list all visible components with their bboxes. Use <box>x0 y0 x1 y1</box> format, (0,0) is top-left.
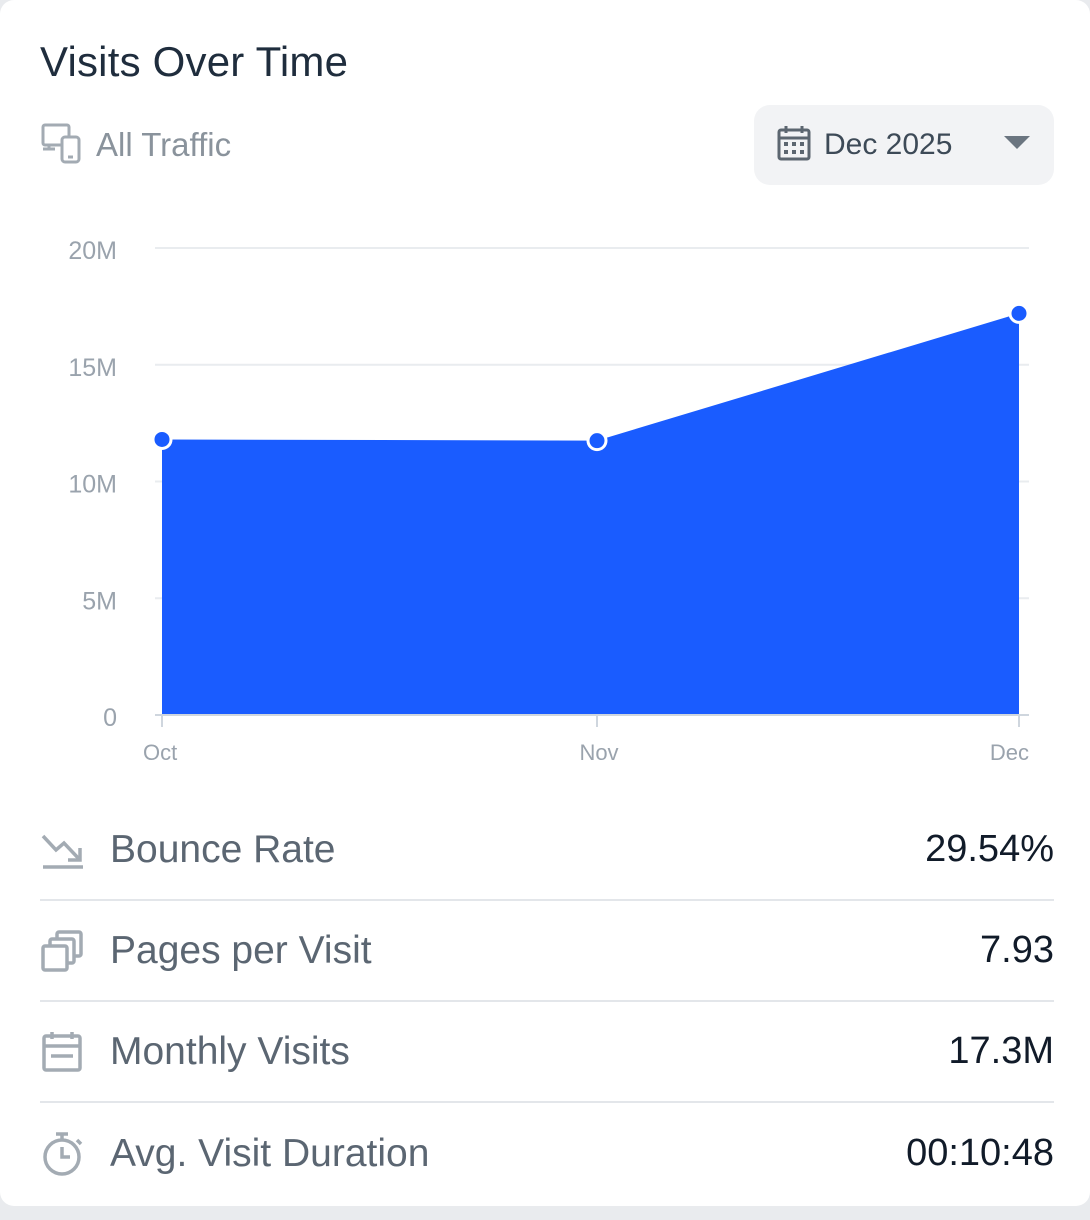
date-selector-label: Dec 2025 <box>824 128 953 161</box>
metric-row-avg-visit-duration: Avg. Visit Duration 00:10:48 <box>40 1103 1054 1204</box>
x-tick-label: Dec <box>990 740 1029 765</box>
visits-area <box>162 313 1019 715</box>
metric-row-pages-per-visit: Pages per Visit 7.93 <box>40 901 1054 1002</box>
visits-chart: 0 5M 10M 15M 20M Oct Nov Dec <box>68 237 1030 765</box>
metric-label: Pages per Visit <box>110 928 372 972</box>
metric-label: Avg. Visit Duration <box>110 1131 430 1175</box>
devices-icon <box>40 121 84 170</box>
y-tick-label: 15M <box>68 354 117 382</box>
y-tick-label: 0 <box>103 704 117 732</box>
date-selector[interactable]: Dec 2025 <box>754 105 1054 185</box>
x-tick-label: Oct <box>143 740 177 765</box>
trending-down-icon <box>40 826 88 874</box>
y-tick-label: 10M <box>68 471 117 499</box>
data-point <box>151 428 173 450</box>
data-point <box>1008 302 1030 324</box>
metrics-list: Bounce Rate 29.54% Pages per Visit 7.93 <box>40 800 1054 1204</box>
traffic-filter: All Traffic <box>40 120 231 170</box>
metric-value: 7.93 <box>980 929 1054 971</box>
y-tick-label: 5M <box>82 587 117 615</box>
calendar-icon <box>40 1028 88 1076</box>
stopwatch-icon <box>40 1130 88 1178</box>
chevron-down-icon <box>1004 135 1030 155</box>
card-title: Visits Over Time <box>40 38 349 85</box>
traffic-filter-label: All Traffic <box>96 126 232 163</box>
metric-row-bounce-rate: Bounce Rate 29.54% <box>40 800 1054 901</box>
metric-label: Monthly Visits <box>110 1029 350 1073</box>
metric-value: 29.54% <box>925 828 1054 870</box>
metric-row-monthly-visits: Monthly Visits 17.3M <box>40 1002 1054 1103</box>
calendar-icon <box>776 124 812 167</box>
metric-label: Bounce Rate <box>110 827 336 871</box>
y-tick-label: 20M <box>68 237 117 265</box>
data-point <box>586 430 608 452</box>
pages-icon <box>40 927 88 975</box>
x-tick-label: Nov <box>579 740 618 765</box>
metric-value: 17.3M <box>948 1030 1054 1072</box>
metric-value: 00:10:48 <box>906 1132 1054 1174</box>
